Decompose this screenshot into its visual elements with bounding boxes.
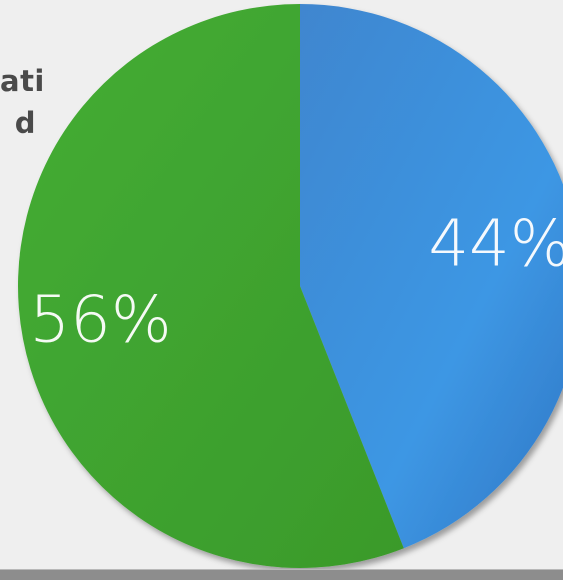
bottom-border	[0, 569, 563, 580]
pie-slice-44	[300, 4, 563, 549]
partial-caption-line-2: d	[14, 106, 36, 140]
pie-slice-56	[17, 4, 404, 568]
pie-labels: 44% 56%	[29, 207, 563, 357]
pie-label-56: 56%	[29, 284, 171, 358]
pie-label-44: 44%	[428, 207, 563, 281]
pie-slices	[17, 4, 563, 568]
